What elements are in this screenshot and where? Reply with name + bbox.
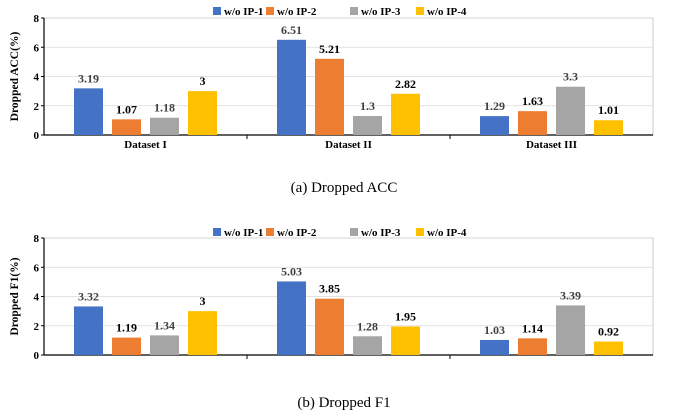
data-label: 3.32	[78, 289, 99, 303]
data-label: 3.19	[78, 71, 99, 85]
data-label: 3	[200, 74, 206, 88]
data-label: 0.92	[598, 325, 619, 339]
bar-w-o-ip-3-2	[353, 336, 382, 355]
data-label: 1.95	[395, 309, 416, 323]
figure-caption: (b) Dropped F1	[297, 395, 390, 411]
bar-w-o-ip-4-2	[391, 326, 420, 355]
bar-w-o-ip-4-1	[188, 311, 217, 355]
legend-label: w/o IP-3	[361, 6, 401, 18]
y-tick-label: 6	[34, 42, 40, 54]
legend-swatch	[350, 7, 358, 15]
bar-w-o-ip-2-3	[518, 111, 547, 135]
legend-label: w/o IP-3	[361, 227, 401, 239]
bar-w-o-ip-2-2	[315, 58, 344, 135]
y-tick-label: 0	[34, 130, 40, 142]
category-label: Dataset III	[526, 139, 577, 151]
y-tick-label: 8	[34, 233, 40, 245]
legend-swatch	[213, 228, 221, 236]
data-label: 1.63	[522, 94, 543, 108]
legend-swatch	[416, 7, 424, 15]
bar-w-o-ip-1-3	[480, 339, 509, 355]
bar-w-o-ip-4-3	[594, 120, 623, 135]
bar-w-o-ip-1-1	[74, 306, 103, 355]
chart-panel-2: 0 2 4 6 8 Dropped F1(%) 3.32 1.19 1.34 3 5.03 3.85 1…	[9, 227, 654, 411]
chart-panel-1: 0 2 4 6 8 Dropped ACC(%) 3.19 1.07 1.18 3 Dataset …	[9, 6, 654, 196]
legend-label: w/o IP-4	[427, 227, 467, 239]
bar-w-o-ip-1-2	[277, 281, 306, 355]
data-label: 3.39	[560, 288, 581, 302]
bar-w-o-ip-4-1	[188, 91, 217, 135]
data-label: 1.19	[116, 321, 137, 335]
data-label: 3.3	[563, 70, 578, 84]
data-label: 1.07	[116, 102, 137, 116]
legend-swatch	[350, 228, 358, 236]
bar-w-o-ip-3-2	[353, 115, 382, 135]
data-label: 6.51	[281, 23, 302, 37]
y-tick-label: 2	[34, 101, 40, 113]
legend: w/o IP-1 w/o IP-2 w/o IP-3 w/o IP-4	[213, 6, 467, 18]
legend-swatch	[266, 7, 274, 15]
y-tick-label: 2	[34, 321, 40, 333]
bar-w-o-ip-1-2	[277, 39, 306, 136]
bar-w-o-ip-4-3	[594, 341, 623, 355]
bar-w-o-ip-1-1	[74, 88, 103, 135]
data-label: 5.21	[319, 42, 340, 56]
legend-swatch	[213, 7, 221, 15]
bar-w-o-ip-2-2	[315, 298, 344, 355]
legend-label: w/o IP-4	[427, 6, 467, 18]
data-label: 5.03	[281, 264, 302, 278]
legend-label: w/o IP-1	[224, 227, 263, 239]
data-label: 2.82	[395, 77, 416, 91]
legend-label: w/o IP-2	[277, 6, 317, 18]
bar-w-o-ip-3-1	[150, 335, 179, 355]
y-tick-label: 8	[34, 13, 40, 25]
bar-w-o-ip-3-1	[150, 117, 179, 135]
legend-swatch	[416, 228, 424, 236]
legend-label: w/o IP-1	[224, 6, 263, 18]
bar-w-o-ip-2-3	[518, 338, 547, 355]
data-label: 1.29	[484, 99, 505, 113]
bar-w-o-ip-2-1	[112, 119, 141, 135]
data-label: 1.3	[360, 99, 375, 113]
data-label: 1.03	[484, 323, 505, 337]
legend-label: w/o IP-2	[277, 227, 317, 239]
data-label: 1.28	[357, 319, 378, 333]
y-tick-label: 4	[34, 292, 40, 304]
bar-w-o-ip-1-3	[480, 116, 509, 135]
figure-caption: (a) Dropped ACC	[291, 180, 398, 196]
data-label: 3	[200, 294, 206, 308]
bar-w-o-ip-2-1	[112, 337, 141, 355]
y-tick-label: 0	[34, 350, 40, 362]
bar-w-o-ip-3-3	[556, 86, 585, 135]
y-axis-label: Dropped F1(%)	[9, 257, 21, 335]
legend-swatch	[266, 228, 274, 236]
data-label: 1.18	[154, 101, 175, 115]
data-label: 1.14	[522, 321, 543, 335]
data-label: 3.85	[319, 282, 340, 296]
legend: w/o IP-1 w/o IP-2 w/o IP-3 w/o IP-4	[213, 227, 467, 239]
data-label: 1.01	[598, 103, 619, 117]
y-tick-label: 6	[34, 262, 40, 274]
y-axis-label: Dropped ACC(%)	[9, 32, 21, 122]
bar-w-o-ip-4-2	[391, 93, 420, 135]
bar-w-o-ip-3-3	[556, 305, 585, 355]
category-label: Dataset I	[124, 139, 166, 151]
y-tick-label: 4	[34, 72, 40, 84]
data-label: 1.34	[154, 318, 175, 332]
category-label: Dataset II	[325, 139, 372, 151]
